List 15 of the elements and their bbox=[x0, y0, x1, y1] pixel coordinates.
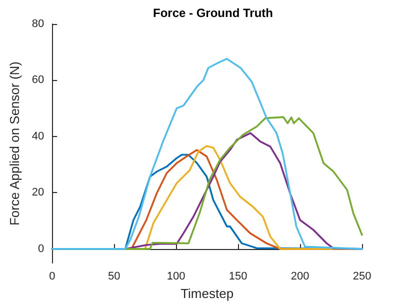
y-tick-label: 40 bbox=[32, 130, 44, 142]
x-axis-title: Timestep bbox=[180, 286, 234, 301]
x-tick-label: 50 bbox=[108, 270, 120, 282]
y-tick-label: 20 bbox=[32, 186, 44, 199]
line-series bbox=[51, 58, 363, 250]
x-tick-label: 250 bbox=[352, 270, 372, 282]
chart-title: Force - Ground Truth bbox=[153, 6, 273, 20]
y-tick-label: 0 bbox=[38, 242, 44, 255]
x-tick-label: 150 bbox=[228, 270, 248, 282]
x-tick-label: 200 bbox=[290, 270, 310, 282]
x-tick-label: 100 bbox=[166, 270, 186, 282]
y-axis-title: Force Applied on Sensor (N) bbox=[7, 61, 22, 226]
y-tick-label: 60 bbox=[32, 74, 44, 86]
y-tick-label: 80 bbox=[32, 18, 44, 30]
x-tick-label: 0 bbox=[49, 270, 56, 282]
